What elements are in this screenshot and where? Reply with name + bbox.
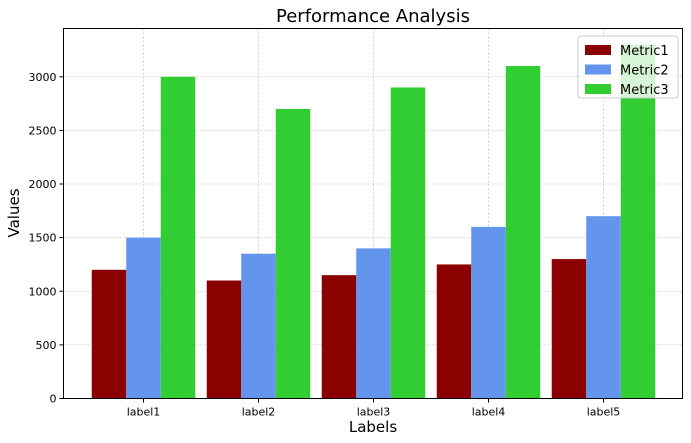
legend-label: Metric2 — [620, 64, 669, 79]
y-axis-ticks: 0 500 1000 1500 2000 2500 3000 — [29, 71, 64, 406]
legend-label: Metric1 — [620, 44, 669, 59]
legend-swatch — [585, 84, 611, 94]
x-tick-label: label5 — [587, 406, 621, 419]
bar-metric2-label1 — [126, 237, 161, 399]
legend-label: Metric3 — [620, 83, 669, 98]
bar-metric1-label1 — [91, 269, 127, 399]
bar-metric3-label5 — [620, 44, 656, 399]
bar-metric2-label5 — [586, 216, 621, 399]
y-tick-label: 3000 — [29, 71, 57, 84]
y-tick-label: 1500 — [29, 232, 57, 245]
y-tick-label: 2500 — [29, 124, 57, 137]
bars — [91, 44, 656, 399]
x-tick-label: label3 — [357, 406, 391, 419]
legend-swatch — [585, 45, 611, 55]
x-tick-label: label4 — [472, 406, 506, 419]
y-axis-label: Values — [5, 188, 23, 237]
bar-metric3-label2 — [275, 108, 311, 399]
bar-metric3-label3 — [390, 87, 426, 399]
chart-title: Performance Analysis — [276, 6, 470, 27]
y-tick-label: 2000 — [29, 178, 57, 191]
bar-metric1-label5 — [551, 259, 587, 399]
y-tick-label: 0 — [50, 393, 57, 406]
bar-metric2-label4 — [471, 226, 506, 399]
legend: Metric1 Metric2 Metric3 — [577, 35, 679, 99]
x-axis-label: Labels — [349, 418, 397, 436]
y-tick-label: 500 — [36, 339, 57, 352]
bar-metric2-label3 — [356, 248, 391, 399]
x-axis-ticks: label1 label2 label3 label4 label5 — [127, 398, 621, 419]
bar-metric1-label2 — [206, 280, 242, 399]
x-tick-label: label1 — [127, 406, 161, 419]
bar-metric1-label4 — [436, 264, 472, 399]
bar-metric2-label2 — [241, 253, 276, 399]
x-tick-label: label2 — [242, 406, 276, 419]
legend-swatch — [585, 64, 611, 75]
bar-metric3-label1 — [160, 76, 196, 399]
bar-metric1-label3 — [321, 275, 357, 399]
y-tick-label: 1000 — [29, 285, 57, 298]
bar-metric3-label4 — [505, 66, 541, 399]
